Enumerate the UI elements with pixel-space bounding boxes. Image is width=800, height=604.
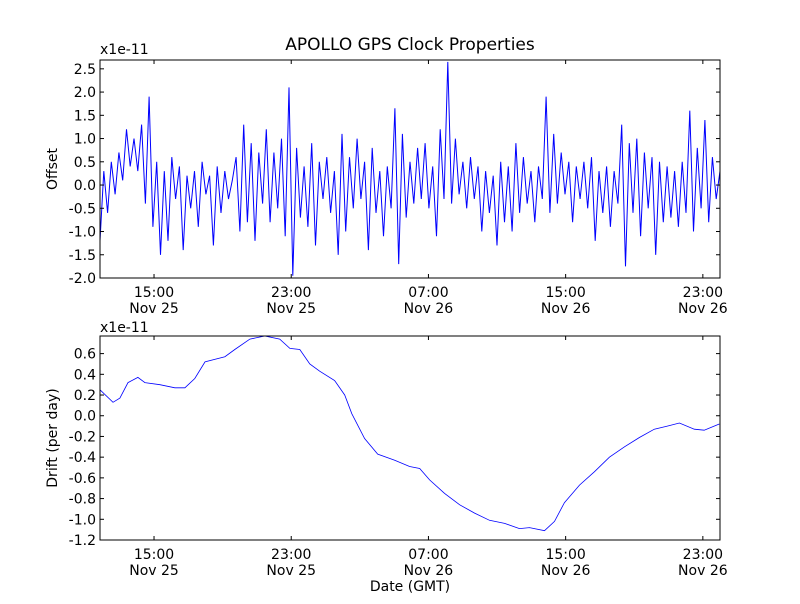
x-axis-label: Date (GMT): [370, 579, 450, 595]
y-tick-label: 0.2: [74, 388, 96, 404]
x-tick-label-date: Nov 26: [678, 301, 728, 317]
y-tick-label: -0.2: [69, 429, 96, 445]
y-tick-label: -1.5: [69, 248, 96, 264]
y-tick-label: 1.0: [74, 132, 96, 148]
y-tick-label: -0.6: [69, 471, 96, 487]
y-tick-label: -0.5: [69, 201, 96, 217]
x-tick-label-date: Nov 26: [404, 301, 454, 317]
y-tick-label: 2.0: [74, 85, 96, 101]
x-tick-label-time: 07:00: [408, 285, 448, 301]
y-tick-label: 2.5: [74, 62, 96, 78]
x-tick-label-time: 07:00: [408, 547, 448, 563]
drift-axes: -1.2 -1.0 -0.8 -0.6 -0.4 -0.2 0.0 0.2 0.4 0.6 15:0…: [69, 335, 728, 579]
x-tick-label-time: 15:00: [545, 285, 585, 301]
x-tick-label-time: 23:00: [683, 547, 723, 563]
axes-frame: [99, 59, 721, 279]
x-tick-label-date: Nov 26: [541, 563, 591, 579]
x-tick-label-date: Nov 25: [266, 563, 316, 579]
offset-y-axis-label: Offset: [45, 147, 61, 190]
offset-axes: -2.0-1.5-1.0-0.50.00.51.01.52.02.515:00N…: [69, 59, 728, 317]
offset-series-line: [100, 61, 720, 276]
y-tick-label: 0.6: [74, 347, 96, 363]
drift-y-axis-label: Drift (per day): [45, 388, 61, 487]
y-tick-label: 0.0: [74, 409, 96, 425]
x-tick-label-date: Nov 26: [404, 563, 454, 579]
y-tick-label: 0.4: [74, 367, 96, 383]
drift-series-line: [100, 336, 720, 532]
y-tick-label: -1.2: [69, 533, 96, 549]
offset-multiplier-label: x1e-11: [100, 42, 149, 58]
y-tick-label: 1.5: [74, 108, 96, 124]
x-tick-label-time: 23:00: [271, 547, 311, 563]
x-tick-label-date: Nov 26: [541, 301, 591, 317]
y-tick-label: 0.0: [74, 178, 96, 194]
drift-multiplier-label: x1e-11: [100, 320, 149, 336]
axes-frame: [99, 335, 721, 541]
x-tick-label-time: 23:00: [271, 285, 311, 301]
x-tick-label-date: Nov 25: [129, 301, 179, 317]
y-tick-label: -2.0: [69, 271, 96, 287]
y-tick-label: -0.8: [69, 492, 96, 508]
y-tick-label: -1.0: [69, 225, 96, 241]
x-tick-label-time: 15:00: [134, 285, 174, 301]
x-tick-label-time: 23:00: [683, 285, 723, 301]
y-tick-label: -0.4: [69, 450, 96, 466]
y-tick-label: 0.5: [74, 155, 96, 171]
x-tick-label-date: Nov 25: [266, 301, 316, 317]
y-tick-label: -1.0: [69, 512, 96, 528]
chart-title: APOLLO GPS Clock Properties: [285, 35, 535, 55]
x-tick-label-date: Nov 25: [129, 563, 179, 579]
x-tick-label-date: Nov 26: [678, 563, 728, 579]
x-tick-label-time: 15:00: [134, 547, 174, 563]
x-tick-label-time: 15:00: [545, 547, 585, 563]
